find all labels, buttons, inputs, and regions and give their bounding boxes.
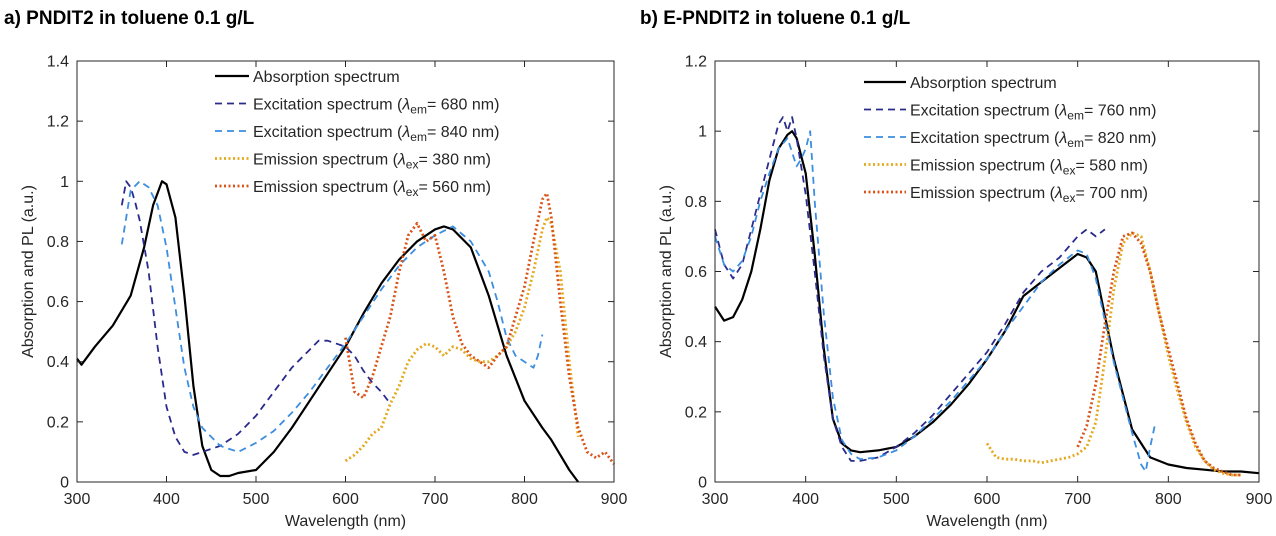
y-tick-label: 0.8 bbox=[47, 234, 69, 251]
y-tick-label: 0.2 bbox=[47, 414, 69, 431]
y-tick-label: 1.2 bbox=[685, 54, 707, 71]
x-tick-label: 700 bbox=[1064, 491, 1091, 508]
y-tick-label: 0.4 bbox=[47, 354, 69, 371]
legend-label-2: Excitation spectrum (λem= 680 nm) bbox=[253, 97, 499, 117]
x-tick-label: 600 bbox=[332, 491, 359, 508]
series-line-4 bbox=[344, 215, 580, 463]
panel-a-title: a) PNDIT2 in toluene 0.1 g/L bbox=[4, 8, 255, 29]
x-tick-label: 700 bbox=[422, 491, 449, 508]
legend-label-3: Excitation spectrum (λem= 840 nm) bbox=[253, 124, 499, 144]
panel-b-title: b) E-PNDIT2 in toluene 0.1 g/L bbox=[640, 8, 911, 29]
y-tick-label: 1 bbox=[698, 124, 707, 141]
y-tick-label: 0.4 bbox=[685, 334, 707, 351]
x-tick-label: 500 bbox=[243, 491, 270, 508]
x-tick-label: 600 bbox=[974, 491, 1001, 508]
series-line-2 bbox=[714, 116, 1106, 462]
x-tick-label: 900 bbox=[601, 491, 628, 508]
x-tick-label: 900 bbox=[1246, 491, 1273, 508]
y-tick-label: 0.2 bbox=[685, 404, 707, 421]
x-tick-label: 300 bbox=[702, 491, 729, 508]
y-tick-label: 0.6 bbox=[685, 264, 707, 281]
y-tick-label: 0 bbox=[698, 475, 707, 492]
series-line-3 bbox=[714, 130, 1156, 473]
legend-label-4: Emission spectrum (λex= 580 nm) bbox=[910, 158, 1148, 178]
x-tick-label: 300 bbox=[64, 491, 91, 508]
legend-label-5: Emission spectrum (λex= 700 nm) bbox=[910, 185, 1148, 205]
x-tick-label: 800 bbox=[1155, 491, 1182, 508]
y-axis-label: Absorption and PL (a.u.) bbox=[658, 185, 675, 358]
series-line-5 bbox=[1076, 231, 1241, 477]
legend-label-2: Excitation spectrum (λem= 760 nm) bbox=[910, 103, 1156, 123]
y-tick-label: 0.8 bbox=[685, 194, 707, 211]
series-line-4 bbox=[985, 231, 1241, 477]
x-axis-label: Wavelength (nm) bbox=[926, 513, 1047, 530]
y-tick-label: 0 bbox=[60, 475, 69, 492]
series-line-1 bbox=[76, 180, 580, 483]
legend-label-5: Emission spectrum (λex= 560 nm) bbox=[253, 179, 491, 199]
series-line-1 bbox=[714, 130, 1260, 475]
y-axis-label: Absorption and PL (a.u.) bbox=[20, 185, 37, 358]
legend-label-1: Absorption spectrum bbox=[253, 69, 400, 86]
y-tick-label: 1.2 bbox=[47, 114, 69, 131]
y-tick-label: 1.4 bbox=[47, 54, 69, 71]
y-tick-label: 1 bbox=[60, 174, 69, 191]
series-line-5 bbox=[344, 191, 616, 465]
x-tick-label: 400 bbox=[792, 491, 819, 508]
x-tick-label: 500 bbox=[883, 491, 910, 508]
legend-label-3: Excitation spectrum (λem= 820 nm) bbox=[910, 130, 1156, 150]
legend-label-4: Emission spectrum (λex= 380 nm) bbox=[253, 152, 491, 172]
x-axis-label: Wavelength (nm) bbox=[285, 513, 406, 530]
plot-frame bbox=[714, 60, 1260, 483]
x-tick-label: 800 bbox=[511, 491, 538, 508]
series-line-2 bbox=[120, 180, 392, 456]
legend-label-1: Absorption spectrum bbox=[910, 75, 1057, 92]
x-tick-label: 400 bbox=[153, 491, 180, 508]
chart-a: 300 400 500 600 700 800 900 0 0.2 0.4 0.6 0.8 1 1.2 1.… bbox=[20, 54, 628, 531]
series-line-3 bbox=[120, 180, 544, 453]
y-tick-label: 0.6 bbox=[47, 294, 69, 311]
chart-b: 300 400 500 600 700 800 900 0 0.2 0.4 0.6 0.8 1 1.2 Wa… bbox=[658, 54, 1273, 531]
